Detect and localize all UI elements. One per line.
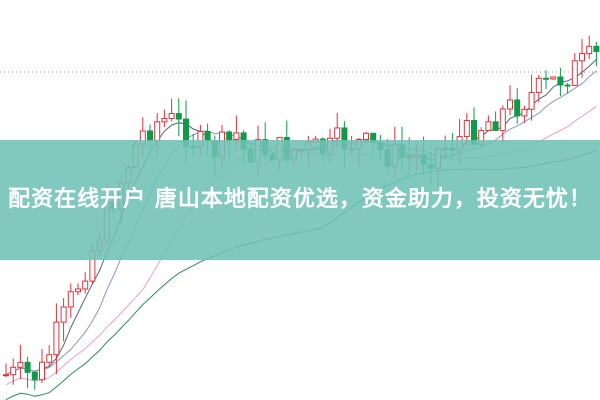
candle-body: [75, 288, 81, 293]
candle-body: [154, 121, 161, 141]
candle-body: [535, 77, 542, 94]
candle-body: [586, 45, 593, 55]
candle-body: [485, 121, 492, 132]
candle-body: [46, 354, 53, 363]
candle-body: [82, 280, 89, 290]
banner-title: 配资在线开户 唐山本地配资优选，资金助力，投资无忧！: [8, 187, 592, 212]
candle-body: [175, 113, 182, 120]
candle-body: [521, 108, 528, 117]
candle-body: [60, 306, 67, 323]
candle-body: [334, 127, 341, 139]
candle-body: [499, 108, 506, 131]
candle-body: [363, 132, 369, 140]
candle-body: [67, 291, 74, 308]
candle-body: [10, 366, 17, 376]
candle-body: [31, 371, 38, 381]
title-banner: 配资在线开户 唐山本地配资优选，资金助力，投资无忧！: [0, 140, 600, 260]
candle-body: [39, 361, 45, 381]
candle-body: [593, 45, 600, 53]
candle-body: [564, 84, 571, 87]
candle-body: [579, 53, 585, 62]
candle-body: [528, 92, 535, 110]
candle-body: [233, 132, 240, 140]
candle-body: [550, 76, 557, 80]
candle-body: [168, 113, 175, 120]
candle-body: [507, 99, 513, 110]
candle-body: [557, 76, 564, 86]
candle-body: [161, 118, 168, 123]
candle-body: [24, 361, 31, 373]
candle-body: [3, 374, 9, 377]
candle-body: [514, 99, 521, 117]
candle-body: [463, 119, 470, 138]
candle-body: [17, 361, 24, 368]
candle-body: [53, 321, 60, 356]
candle-body: [571, 60, 578, 86]
candle-body: [492, 121, 499, 131]
candle-body: [226, 131, 233, 140]
candle-body: [543, 77, 549, 80]
